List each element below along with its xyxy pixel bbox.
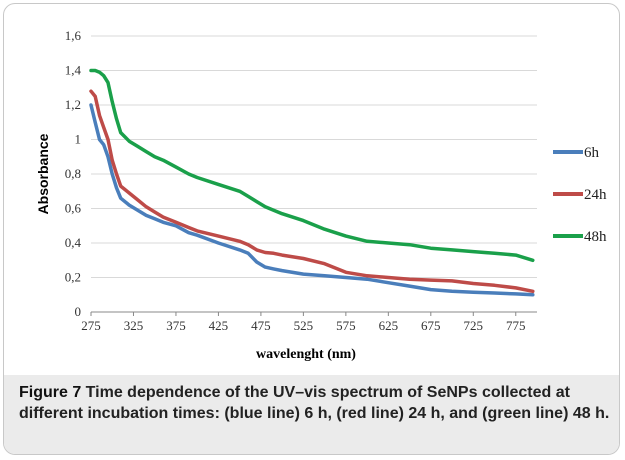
legend: 6h 24h 48h (553, 145, 607, 245)
caption-text: Time dependence of the UV–vis spectrum o… (19, 384, 610, 422)
y-tick-label: 0,2 (65, 270, 81, 285)
x-axis-title: wavelenght (nm) (256, 347, 356, 362)
x-tick-label: 325 (124, 318, 144, 333)
y-tick-label: 1,4 (65, 63, 82, 78)
y-tick-label: 0,4 (65, 235, 82, 250)
x-tick-label: 575 (336, 318, 356, 333)
x-tick-label: 725 (464, 318, 484, 333)
x-tick-label: 375 (166, 318, 186, 333)
legend-label-48h: 48h (584, 229, 607, 245)
y-tick-label: 0,6 (65, 201, 82, 216)
y-tick-label: 1 (75, 132, 82, 147)
series-line-48h (89, 68, 535, 263)
gridlines (91, 35, 537, 278)
x-tick-label: 475 (251, 318, 271, 333)
figure-caption: Figure 7 Time dependence of the UV–vis s… (4, 375, 619, 454)
x-tick-label: 775 (506, 318, 526, 333)
y-tick-label: 0,8 (65, 166, 81, 181)
series-line-6h (89, 103, 535, 297)
uv-vis-chart: 0 0,2 0,4 0,6 0,8 1 1,2 1,4 1,6 275 325 375 425 475 5… (35, 28, 607, 362)
x-tick-label: 675 (421, 318, 441, 333)
y-tick-labels: 0 0,2 0,4 0,6 0,8 1 1,2 1,4 1,6 (65, 28, 82, 319)
legend-label-6h: 6h (584, 145, 600, 161)
legend-label-24h: 24h (584, 187, 607, 203)
x-tick-label: 425 (209, 318, 229, 333)
x-tick-label: 275 (81, 318, 101, 333)
y-tick-label: 1,6 (65, 28, 82, 43)
series-lines (89, 68, 535, 297)
x-tick-label: 625 (379, 318, 399, 333)
series-line-24h (89, 89, 535, 294)
x-tick-labels: 275 325 375 425 475 525 575 625 675 725 775 (81, 318, 525, 333)
x-tick-label: 525 (294, 318, 314, 333)
y-tick-label: 1,2 (65, 97, 81, 112)
figure-frame: 0 0,2 0,4 0,6 0,8 1 1,2 1,4 1,6 275 325 375 425 475 5… (3, 3, 620, 455)
axes (90, 311, 537, 316)
y-axis-title: Absorbance (35, 133, 51, 214)
y-tick-label: 0 (75, 304, 82, 319)
caption-label: Figure 7 (19, 384, 82, 401)
